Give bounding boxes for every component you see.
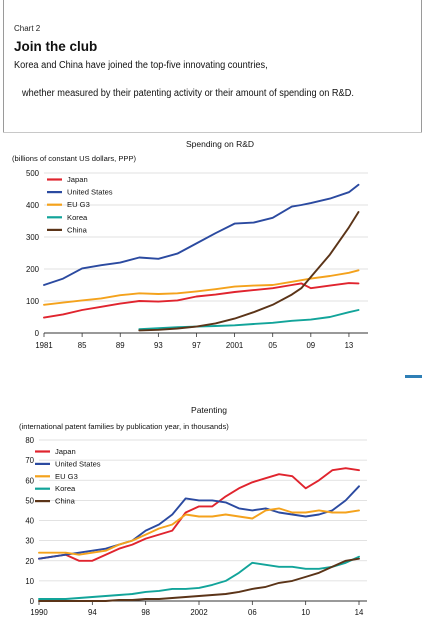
chart2-xtick-2002: 2002 [190,608,207,617]
chart2-xtick-98: 98 [141,608,150,617]
chart1-xtick-13: 13 [345,341,354,350]
chart2-series-japan [38,467,360,562]
chart1-legend-label-eu-g3: EU G3 [67,200,90,209]
chart2-ytick-60: 60 [25,476,34,485]
chart2-ytick-80: 80 [25,436,34,445]
frame-right-border [421,0,422,132]
chart2-ytick-30: 30 [25,537,34,546]
chart1-ytick-0: 0 [35,329,40,338]
chart2-legend-label-korea: Korea [55,484,76,493]
chart1-ytick-300: 300 [26,233,40,242]
chart2-series-china [38,557,360,602]
chart2-ylabel: (international patent families by public… [19,422,229,431]
chart1-xtick-93: 93 [154,341,163,350]
figure-subtitle-line2: whether measured by their patenting acti… [22,88,354,99]
chart1-ytick-200: 200 [26,265,40,274]
page-edge-marker [405,375,422,378]
chart2-ytick-10: 10 [25,577,34,586]
chart1-series-united-states [43,183,360,286]
chart2-legend-label-china: China [55,497,76,506]
chart2-xtick-1990: 1990 [30,608,48,617]
chart2-ytick-40: 40 [25,517,34,526]
chart-label: Chart 2 [14,24,41,33]
chart1-series-china [138,211,360,332]
chart2-ytick-0: 0 [30,597,35,606]
chart1-ylabel: (billions of constant US dollars, PPP) [12,154,137,163]
chart1-ytick-500: 500 [26,169,40,178]
chart1-xtick-89: 89 [116,341,125,350]
chart2-xtick-94: 94 [88,608,97,617]
chart1-xtick-1981: 1981 [35,341,52,350]
chart1-series-eu-g3 [43,269,360,306]
chart1-series-korea [138,309,360,331]
chart1-title: Spending on R&D [186,139,254,149]
chart2-series-united-states [38,485,360,560]
chart2-ytick-70: 70 [25,456,34,465]
chart1-xtick-2001: 2001 [226,341,243,350]
frame-bottom-border [3,132,422,133]
chart1-xtick-05: 05 [268,341,277,350]
chart2-ytick-50: 50 [25,496,34,505]
chart1-legend-label-united-states: United States [67,188,113,197]
chart1-xtick-09: 09 [306,341,315,350]
chart2-legend-label-eu-g3: EU G3 [55,472,78,481]
chart2-xtick-14: 14 [355,608,364,617]
chart1-series-japan [43,282,360,319]
figure-title: Join the club [14,39,98,54]
chart1-xtick-97: 97 [192,341,201,350]
chart1-legend-label-china: China [67,225,88,234]
chart1-legend-label-korea: Korea [67,213,88,222]
chart1-xtick-85: 85 [78,341,87,350]
chart2-xtick-10: 10 [301,608,310,617]
chart2-series-eu-g3 [38,507,360,556]
figure-subtitle-line1: Korea and China have joined the top-five… [14,60,268,71]
chart2-title: Patenting [191,405,227,415]
chart2-series-korea [38,555,360,600]
chart2-xtick-06: 06 [248,608,257,617]
frame-left-border [3,0,4,132]
chart1-ytick-100: 100 [26,297,40,306]
chart2-ytick-20: 20 [25,557,34,566]
chart1-legend-label-japan: Japan [67,175,88,184]
chart2-legend-label-united-states: United States [55,459,101,468]
chart1-ytick-400: 400 [26,201,40,210]
chart2-legend-label-japan: Japan [55,447,76,456]
